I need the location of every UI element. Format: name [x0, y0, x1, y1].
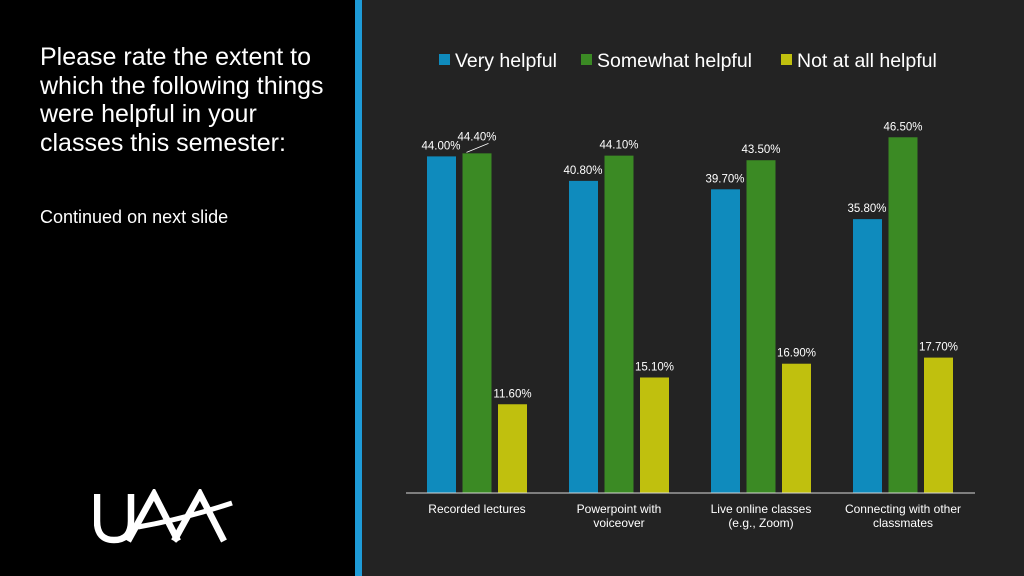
bar-2-2: [782, 363, 811, 493]
bar-1-0: [569, 180, 598, 493]
bar-1-2: [640, 377, 669, 493]
bar-0-0: [427, 156, 456, 493]
category-label-2-1: (e.g., Zoom): [728, 516, 793, 530]
data-label-0-0: 44.00%: [421, 140, 460, 152]
bar-2-0: [711, 189, 740, 494]
continued-note: Continued on next slide: [40, 207, 229, 227]
bar-0-1: [462, 153, 492, 493]
legend-label-1: Somewhat helpful: [597, 50, 752, 72]
bar-3-2: [924, 357, 953, 493]
legend-label-0: Very helpful: [455, 50, 557, 72]
legend-label-2: Not at all helpful: [797, 50, 937, 72]
data-label-2-2: 16.90%: [777, 348, 816, 360]
legend-swatch-1: [581, 54, 592, 65]
legend-swatch-0: [439, 54, 450, 65]
data-label-0-1: 44.40%: [457, 131, 496, 143]
category-label-1-0: Powerpoint with: [577, 502, 662, 516]
category-label-3-0: Connecting with other: [845, 502, 961, 516]
category-label-3-1: classmates: [873, 516, 933, 530]
data-label-1-1: 44.10%: [599, 140, 638, 152]
data-label-2-1: 43.50%: [741, 144, 780, 156]
left-panel: Please rate the extent to which the foll…: [0, 0, 355, 576]
bar-2-1: [746, 160, 776, 493]
category-label-0-0: Recorded lectures: [428, 502, 525, 516]
data-label-3-0: 35.80%: [847, 203, 886, 215]
category-label-1-1: voiceover: [593, 516, 644, 530]
bar-0-2: [498, 404, 527, 493]
uaa-logo: [94, 489, 233, 544]
legend-swatch-2: [781, 54, 792, 65]
bar-3-0: [853, 219, 882, 493]
accent-divider: [355, 0, 362, 576]
leader-line: [466, 142, 489, 153]
data-label-1-2: 15.10%: [635, 361, 674, 373]
bar-3-1: [888, 137, 918, 493]
data-label-0-2: 11.60%: [493, 388, 531, 400]
data-label-1-0: 40.80%: [563, 165, 602, 177]
data-label-3-1: 46.50%: [883, 121, 922, 133]
bar-1-1: [604, 155, 634, 493]
data-label-2-0: 39.70%: [705, 173, 744, 185]
category-label-2-0: Live online classes: [711, 502, 812, 516]
data-label-3-2: 17.70%: [919, 342, 958, 354]
slide-title: Please rate the extent to which the foll…: [40, 43, 324, 157]
